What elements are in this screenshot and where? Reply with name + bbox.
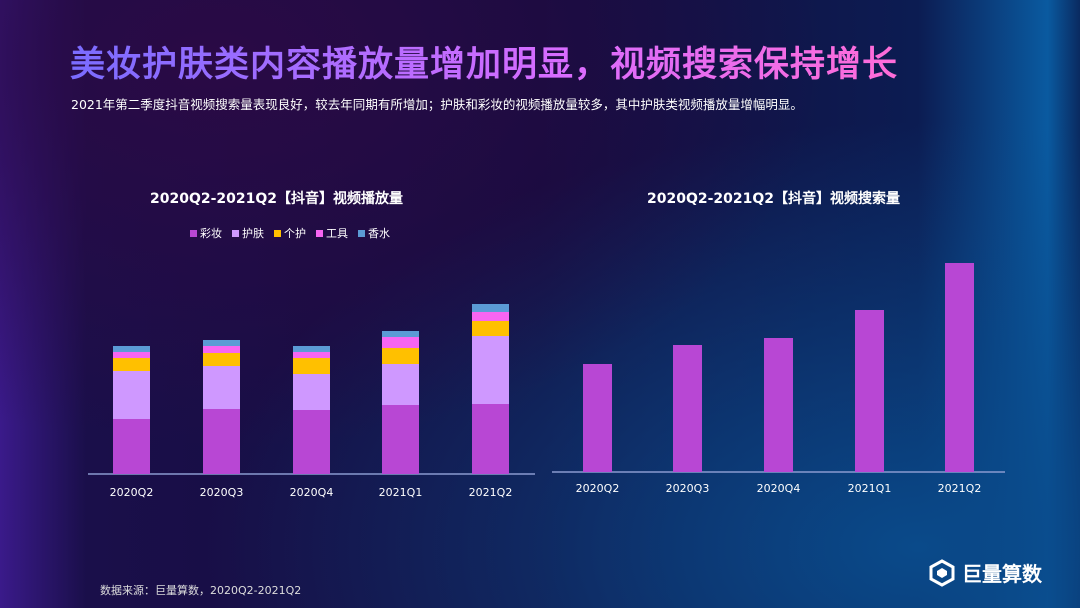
legend-swatch: [190, 230, 197, 237]
chart-title-plays: 2020Q2-2021Q2【抖音】视频播放量: [150, 191, 404, 207]
legend-label: 护肤: [242, 227, 264, 240]
bar-segment-工具: [113, 352, 150, 358]
legend-label: 工具: [326, 227, 348, 240]
legend-item: 工具: [316, 225, 348, 241]
bar: [583, 364, 612, 472]
legend-label: 彩妆: [200, 227, 222, 240]
bar-segment-个护: [382, 348, 419, 364]
legend-label: 个护: [284, 227, 306, 240]
legend-swatch: [358, 230, 365, 237]
chart-title-search: 2020Q2-2021Q2【抖音】视频搜索量: [647, 191, 901, 207]
bar: [855, 310, 884, 472]
bar-segment-个护: [113, 358, 150, 371]
legend-label: 香水: [368, 227, 390, 240]
x-tick-label: 2020Q3: [200, 486, 244, 499]
legend-item: 个护: [274, 225, 306, 241]
bar-segment-工具: [203, 346, 240, 353]
x-tick-label: 2021Q1: [848, 482, 892, 495]
legend-item: 护肤: [232, 225, 264, 241]
x-tick-label: 2021Q2: [938, 482, 982, 495]
bar-segment-护肤: [203, 366, 240, 409]
bar-segment-香水: [472, 304, 509, 312]
bar-segment-彩妆: [203, 409, 240, 474]
logo-icon: [929, 558, 955, 587]
x-tick-label: 2021Q2: [469, 486, 513, 499]
bar-segment-护肤: [293, 374, 330, 410]
bar-segment-护肤: [113, 371, 150, 419]
bar-segment-香水: [113, 346, 150, 352]
bar-segment-个护: [293, 358, 330, 374]
bar-segment-彩妆: [472, 404, 509, 474]
bar-segment-彩妆: [113, 419, 150, 474]
legend-item: 香水: [358, 225, 390, 241]
legend-swatch: [274, 230, 281, 237]
logo: 巨量算数: [928, 558, 1042, 587]
bar-segment-工具: [472, 312, 509, 321]
bar-segment-彩妆: [293, 410, 330, 474]
x-tick-label: 2020Q4: [757, 482, 801, 495]
bar: [673, 345, 702, 472]
x-tick-label: 2020Q3: [666, 482, 710, 495]
bar-segment-香水: [203, 340, 240, 346]
bar-segment-工具: [382, 337, 419, 348]
x-tick-label: 2020Q2: [110, 486, 154, 499]
data-source: 数据来源：巨量算数，2020Q2-2021Q2: [100, 584, 302, 597]
bar-segment-个护: [472, 321, 509, 336]
legend-item: 彩妆: [190, 225, 222, 241]
bar-segment-护肤: [382, 364, 419, 405]
x-tick-label: 2021Q1: [379, 486, 423, 499]
bar: [764, 338, 793, 472]
x-tick-label: 2020Q2: [576, 482, 620, 495]
legend: 彩妆 护肤 个护 工具 香水: [190, 225, 390, 241]
bar-segment-个护: [203, 353, 240, 366]
bar-segment-工具: [293, 352, 330, 358]
page-title: 美妆护肤类内容播放量增加明显，视频搜索保持增长: [70, 36, 898, 87]
page-subtitle: 2021年第二季度抖音视频搜索量表现良好，较去年同期有所增加；护肤和彩妆的视频播…: [71, 97, 803, 112]
bar: [945, 263, 974, 472]
bar-segment-香水: [382, 331, 419, 337]
logo-text: 巨量算数: [962, 562, 1042, 586]
bar-segment-彩妆: [382, 405, 419, 474]
legend-swatch: [232, 230, 239, 237]
x-tick-label: 2020Q4: [290, 486, 334, 499]
bar-segment-护肤: [472, 336, 509, 404]
bar-segment-香水: [293, 346, 330, 352]
legend-swatch: [316, 230, 323, 237]
